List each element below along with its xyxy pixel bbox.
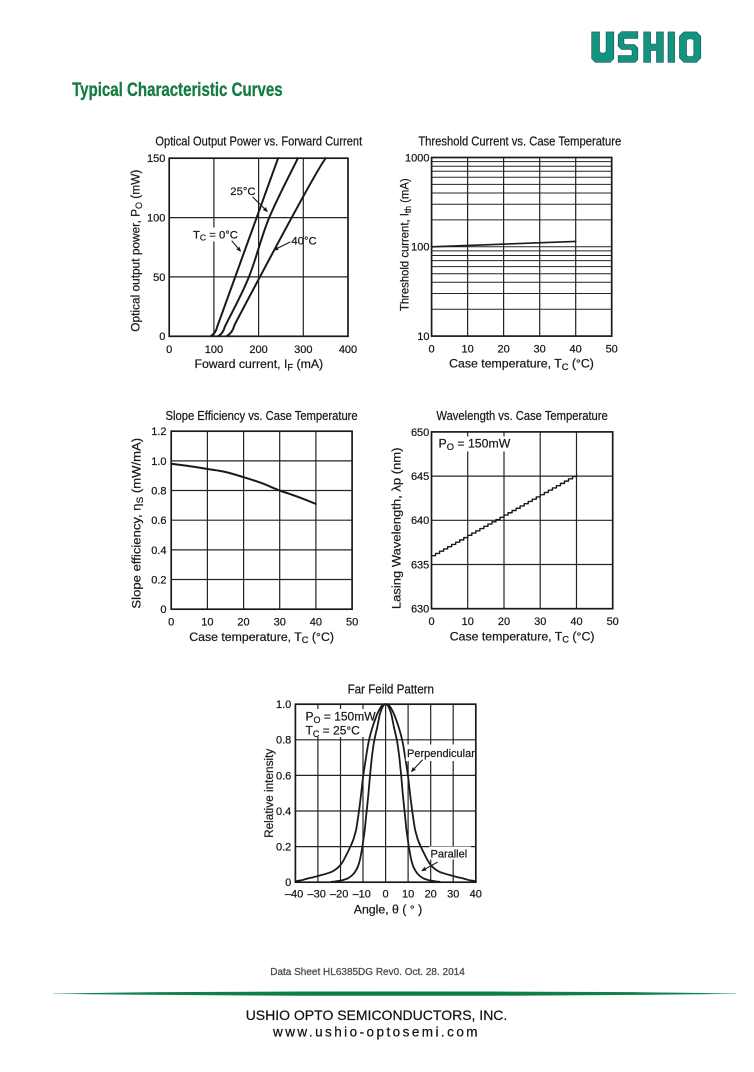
svg-text:TC = 25°C: TC = 25°C xyxy=(306,724,361,739)
svg-text:Typical Characteristic Curves: Typical Characteristic Curves xyxy=(72,78,283,100)
svg-text:1000: 1000 xyxy=(405,152,429,164)
svg-text:50: 50 xyxy=(607,616,619,628)
svg-text:0: 0 xyxy=(168,617,174,629)
svg-text:635: 635 xyxy=(411,559,429,571)
svg-text:630: 630 xyxy=(411,604,429,616)
svg-text:0: 0 xyxy=(285,877,291,889)
svg-text:Parallel: Parallel xyxy=(431,849,468,861)
svg-text:0.2: 0.2 xyxy=(276,842,291,854)
svg-text:Case temperature, TC (°C): Case temperature, TC (°C) xyxy=(449,357,594,372)
svg-text:Case temperature, TC (°C): Case temperature, TC (°C) xyxy=(189,630,334,645)
svg-text:Optical output power, PO (mW: Optical output power, PO (mW) xyxy=(128,170,144,332)
svg-text:1.0: 1.0 xyxy=(151,456,166,468)
svg-text:20: 20 xyxy=(425,889,437,901)
svg-text:Case temperature, TC (°C): Case temperature, TC (°C) xyxy=(450,629,595,644)
svg-text:–20: –20 xyxy=(330,889,348,901)
svg-text:1.2: 1.2 xyxy=(151,426,166,438)
svg-text:30: 30 xyxy=(274,617,286,629)
svg-text:200: 200 xyxy=(249,344,267,356)
svg-text:50: 50 xyxy=(346,617,358,629)
svg-text:–30: –30 xyxy=(307,889,325,901)
svg-text:Foward current, IF (mA): Foward current, IF (mA) xyxy=(194,357,323,372)
svg-text:30: 30 xyxy=(534,344,546,356)
svg-text:0.6: 0.6 xyxy=(276,770,291,782)
svg-text:10: 10 xyxy=(461,344,473,356)
svg-text:–40: –40 xyxy=(285,889,303,901)
svg-text:10: 10 xyxy=(402,889,414,901)
svg-text:Relative intensity: Relative intensity xyxy=(262,749,276,838)
svg-text:Threshold current, Ith (mA: Threshold current, Ith (mA) xyxy=(397,178,413,311)
svg-text:1.0: 1.0 xyxy=(276,699,291,711)
svg-text:100: 100 xyxy=(205,344,223,356)
svg-text:Lasing Wavelength, λp (nm): Lasing Wavelength, λp (nm) xyxy=(390,447,404,609)
svg-text:150: 150 xyxy=(147,153,165,165)
svg-text:Slope Efficiency vs. Case Temp: Slope Efficiency vs. Case Temperature xyxy=(166,408,358,423)
svg-text:0.8: 0.8 xyxy=(276,735,291,747)
svg-text:40: 40 xyxy=(570,616,582,628)
svg-text:Optical Output Power vs. Forwa: Optical Output Power vs. Forward Current xyxy=(155,134,362,149)
svg-text:Slope efficiency, ηS (mW/mA: Slope efficiency, ηS (mW/mA) xyxy=(129,438,146,609)
svg-text:–10: –10 xyxy=(353,889,371,901)
svg-text:30: 30 xyxy=(447,889,459,901)
svg-text:Threshold Current vs. Case Tem: Threshold Current vs. Case Temperature xyxy=(418,134,621,149)
svg-text:100: 100 xyxy=(411,242,429,254)
svg-text:0: 0 xyxy=(159,331,165,343)
svg-text:0: 0 xyxy=(428,616,434,628)
svg-text:0: 0 xyxy=(166,344,172,356)
svg-text:0.6: 0.6 xyxy=(151,515,166,527)
svg-text:10: 10 xyxy=(201,617,213,629)
svg-text:50: 50 xyxy=(153,272,165,284)
svg-text:50: 50 xyxy=(606,344,618,356)
svg-text:20: 20 xyxy=(498,344,510,356)
svg-text:40: 40 xyxy=(570,344,582,356)
svg-text:USHIO OPTO SEMICONDUCTORS, INC: USHIO OPTO SEMICONDUCTORS, INC. xyxy=(246,1007,508,1023)
svg-text:40: 40 xyxy=(310,617,322,629)
svg-text:400: 400 xyxy=(339,344,357,356)
svg-text:40: 40 xyxy=(470,889,482,901)
svg-text:Wavelength vs. Case Temperatur: Wavelength vs. Case Temperature xyxy=(436,408,608,423)
svg-text:25°C: 25°C xyxy=(230,186,255,198)
svg-text:20: 20 xyxy=(237,617,249,629)
svg-text:www.ushio-optosemi.com: www.ushio-optosemi.com xyxy=(272,1025,480,1040)
svg-text:645: 645 xyxy=(411,471,429,483)
svg-text:0: 0 xyxy=(383,889,389,901)
svg-text:300: 300 xyxy=(294,344,312,356)
svg-text:20: 20 xyxy=(498,616,510,628)
svg-text:650: 650 xyxy=(411,427,429,439)
svg-text:0.2: 0.2 xyxy=(151,574,166,586)
svg-text:0.4: 0.4 xyxy=(276,806,291,818)
svg-text:10: 10 xyxy=(462,616,474,628)
svg-text:100: 100 xyxy=(147,212,165,224)
svg-text:0.4: 0.4 xyxy=(151,545,166,557)
svg-text:10: 10 xyxy=(417,331,429,343)
svg-text:Angle, θ ( ° ): Angle, θ ( ° ) xyxy=(354,903,422,917)
svg-text:Perpendicular: Perpendicular xyxy=(407,748,475,760)
svg-text:PO = 150mW: PO = 150mW xyxy=(306,710,377,725)
svg-text:40°C: 40°C xyxy=(291,236,316,248)
svg-text:PO = 150mW: PO = 150mW xyxy=(439,437,511,452)
svg-text:TC = 0°C: TC = 0°C xyxy=(193,230,238,243)
svg-text:Far Feild Pattern: Far Feild Pattern xyxy=(348,682,435,697)
svg-text:0: 0 xyxy=(429,344,435,356)
svg-text:Data Sheet HL6385DG Rev0. Oct.: Data Sheet HL6385DG Rev0. Oct. 28. 2014 xyxy=(270,967,465,978)
svg-text:30: 30 xyxy=(534,616,546,628)
svg-text:0: 0 xyxy=(160,604,166,616)
svg-text:0.8: 0.8 xyxy=(151,485,166,497)
svg-text:640: 640 xyxy=(411,515,429,527)
